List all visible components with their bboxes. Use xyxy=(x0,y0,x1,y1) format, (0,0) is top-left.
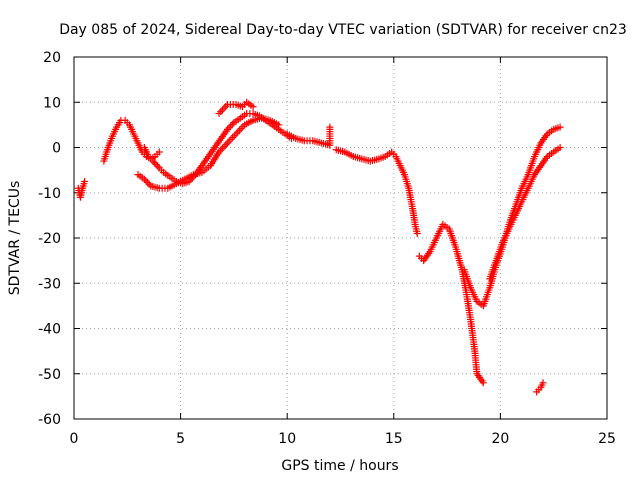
data-point xyxy=(326,123,334,131)
series-arc-d xyxy=(134,114,283,192)
y-tick-label: 20 xyxy=(43,50,61,66)
y-tick-label: -50 xyxy=(38,367,61,383)
data-point xyxy=(249,103,257,111)
data-point xyxy=(140,175,148,183)
y-tick-label: -60 xyxy=(38,412,61,428)
grid xyxy=(74,57,607,419)
data-point xyxy=(413,229,421,237)
data-point xyxy=(275,121,283,129)
x-axis-label: GPS time / hours xyxy=(281,458,398,474)
series-arc-j xyxy=(486,144,564,283)
y-axis-label: SDTVAR / TECUs xyxy=(7,181,23,296)
data-point xyxy=(149,157,157,165)
data-point xyxy=(81,177,89,185)
data-point xyxy=(225,124,233,132)
x-tick-label: 25 xyxy=(598,431,616,447)
data-point xyxy=(144,179,152,187)
y-tick-label: -40 xyxy=(38,322,61,338)
data-point xyxy=(154,162,162,170)
axis-ticks: 0 5 10 15 20 25 -60 -50 -40 -30 -20 -10 0 10 20 xyxy=(38,50,616,447)
data-point xyxy=(224,125,232,133)
series-arc-a xyxy=(74,177,89,201)
data-point xyxy=(155,148,163,156)
data-point xyxy=(556,123,564,131)
y-tick-label: -20 xyxy=(38,231,61,247)
series-arc-e xyxy=(215,98,257,118)
data-points xyxy=(74,98,564,396)
x-tick-label: 10 xyxy=(278,431,296,447)
chart-title: Day 085 of 2024, Sidereal Day-to-day VTE… xyxy=(59,22,627,38)
x-tick-label: 5 xyxy=(176,431,185,447)
y-tick-label: 10 xyxy=(43,95,61,111)
y-tick-label: -10 xyxy=(38,186,61,202)
data-point xyxy=(227,122,235,130)
data-point xyxy=(228,120,236,128)
y-tick-label: 0 xyxy=(52,141,61,157)
data-point xyxy=(152,160,160,168)
x-tick-label: 15 xyxy=(385,431,403,447)
data-point xyxy=(556,144,564,151)
series-arc-g xyxy=(332,146,421,237)
x-tick-label: 20 xyxy=(491,431,509,447)
series-arc-f xyxy=(283,123,334,149)
data-point xyxy=(150,159,158,167)
data-point xyxy=(479,379,487,387)
series-arc-h xyxy=(415,220,487,387)
x-tick-label: 0 xyxy=(70,431,79,447)
data-point xyxy=(145,180,153,188)
data-point xyxy=(539,379,547,387)
y-tick-label: -30 xyxy=(38,276,61,292)
data-point xyxy=(142,177,150,185)
series-arc-k xyxy=(533,379,547,396)
